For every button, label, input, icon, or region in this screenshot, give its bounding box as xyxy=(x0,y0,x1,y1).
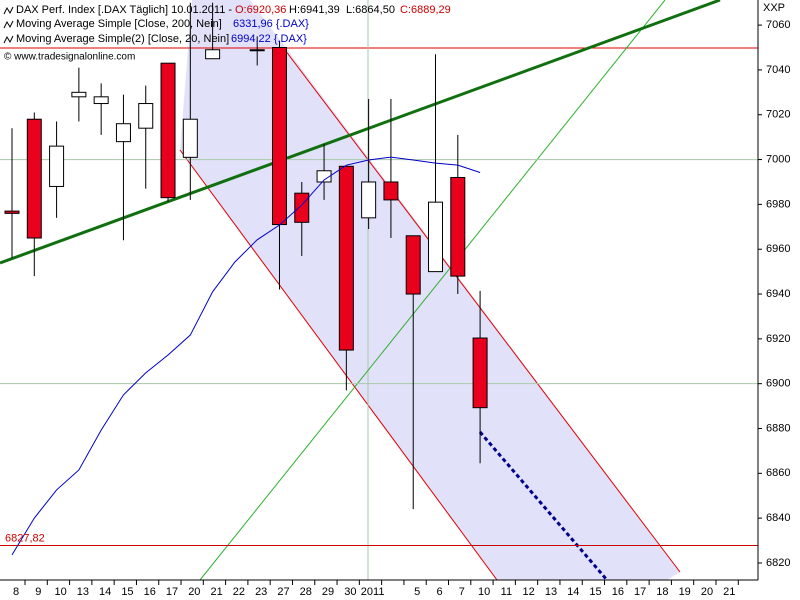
x-tick-label: 17 xyxy=(634,586,646,598)
legend-icon xyxy=(3,35,14,44)
legend-text: Moving Average Simple [Close, 200, Nein] xyxy=(16,18,222,30)
x-tick-label: 19 xyxy=(679,586,691,598)
x-tick-label: 28 xyxy=(300,586,312,598)
x-tick-label: 22 xyxy=(233,586,245,598)
candle-body xyxy=(205,49,221,60)
candle-body xyxy=(249,49,265,52)
legend: DAX Perf. Index [.DAX Täglich] 10.01.201… xyxy=(3,4,451,63)
y-tick-label: 6900 xyxy=(766,378,790,390)
x-tick-label: 8 xyxy=(13,586,19,598)
candle-body xyxy=(93,96,109,105)
y-tick-label: 6960 xyxy=(766,243,790,255)
y-tick-label: 6940 xyxy=(766,288,790,300)
candle-body xyxy=(4,210,20,214)
candle-body xyxy=(294,192,310,223)
candle-body xyxy=(316,170,332,183)
candle-body xyxy=(26,118,42,239)
y-tick-label: 6880 xyxy=(766,422,790,434)
channel-upper xyxy=(284,49,681,573)
x-tick-label: 30 xyxy=(344,586,356,598)
legend-value: 6331,96 {.DAX} xyxy=(233,18,309,30)
candle-body xyxy=(138,103,154,129)
x-tick-label: 14 xyxy=(567,586,579,598)
candle-body xyxy=(271,47,287,226)
y-tick-label: 6920 xyxy=(766,333,790,345)
moving-average xyxy=(11,156,481,556)
x-tick-label: 6 xyxy=(436,586,442,598)
y-tick-label: 7020 xyxy=(766,109,790,121)
copyright: © www.tradesignalonline.com xyxy=(4,52,135,63)
legend-low: L:6864,50 xyxy=(346,4,395,16)
channel-fill xyxy=(180,0,680,580)
legend-icon xyxy=(3,6,14,15)
x-tick-label: 16 xyxy=(144,586,156,598)
legend-text: DAX Perf. Index [.DAX Täglich] 10.01.201… xyxy=(16,4,232,16)
x-tick-label: 21 xyxy=(723,586,735,598)
candle-body xyxy=(472,337,488,409)
x-tick-label: 16 xyxy=(612,586,624,598)
y-tick-label: 7000 xyxy=(766,153,790,165)
legend-icon xyxy=(3,20,14,29)
x-tick-label: 13 xyxy=(77,586,89,598)
x-tick-label: 13 xyxy=(545,586,557,598)
y-tick-label: 7040 xyxy=(766,64,790,76)
x-tick-label: 17 xyxy=(166,586,178,598)
x-tick-label: 12 xyxy=(523,586,535,598)
candle-body xyxy=(160,62,176,199)
y-tick-label: 6840 xyxy=(766,512,790,524)
x-tick-label: 20 xyxy=(701,586,713,598)
y-tick-label: 7060 xyxy=(766,19,790,31)
legend-value: 6994,22 {.DAX} xyxy=(231,33,307,45)
candle-body xyxy=(182,118,198,158)
x-tick-label: 2011 xyxy=(361,586,385,598)
candle-body xyxy=(383,181,399,201)
x-tick-label: 21 xyxy=(210,586,222,598)
y-tick-label: 6860 xyxy=(766,467,790,479)
trend-line-thin xyxy=(199,0,666,580)
x-tick-label: 11 xyxy=(501,586,512,598)
candle-body xyxy=(71,91,87,98)
candle-body xyxy=(115,123,131,143)
x-tick-label: 9 xyxy=(35,586,41,598)
x-tick-label: 27 xyxy=(277,586,289,598)
candle-body xyxy=(338,165,354,351)
legend-close: C:6889,29 xyxy=(400,4,451,16)
legend-text: Moving Average Simple(2) [Close, 20, Nei… xyxy=(16,33,229,45)
horizontal-line-label: 6827,82 xyxy=(5,532,45,544)
axis-label: XXP xyxy=(763,2,785,14)
trend-line xyxy=(0,0,721,265)
candle-body xyxy=(450,176,466,277)
projection xyxy=(478,431,609,580)
plot xyxy=(0,2,758,556)
x-tick-label: 20 xyxy=(188,586,200,598)
candle-body xyxy=(428,201,444,273)
x-tick-label: 15 xyxy=(121,586,133,598)
x-tick-label: 14 xyxy=(99,586,111,598)
x-tick-label: 7 xyxy=(459,586,465,598)
legend-high: H:6941,39 xyxy=(289,4,340,16)
candle-body xyxy=(405,235,421,295)
drawings xyxy=(0,0,758,580)
x-tick-label: 10 xyxy=(478,586,490,598)
x-tick-label: 5 xyxy=(414,586,420,598)
y-tick-label: 6820 xyxy=(766,557,790,569)
x-tick-label: 10 xyxy=(54,586,66,598)
legend-open: O:6920,36 xyxy=(235,4,286,16)
x-tick-label: 29 xyxy=(322,586,334,598)
y-tick-label: 6980 xyxy=(766,198,790,210)
x-tick-label: 23 xyxy=(255,586,267,598)
candle-body xyxy=(49,145,65,187)
channel-lower xyxy=(179,149,498,580)
x-tick-label: 15 xyxy=(589,586,601,598)
candle-body xyxy=(361,181,377,219)
x-tick-label: 18 xyxy=(656,586,668,598)
